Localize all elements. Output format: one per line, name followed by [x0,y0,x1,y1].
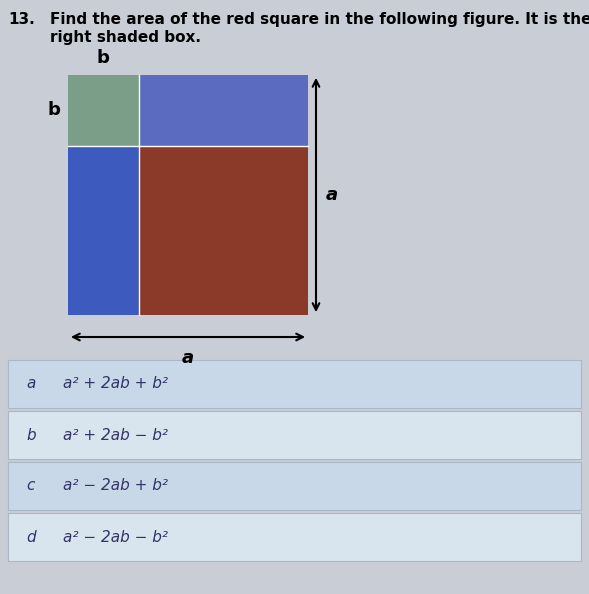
Text: a: a [326,186,338,204]
Bar [68,146,139,315]
Text: 13.: 13. [8,12,35,27]
Text: b: b [97,49,110,67]
Bar [139,75,308,146]
Text: a² − 2ab − b²: a² − 2ab − b² [63,529,168,545]
Text: a² + 2ab − b²: a² + 2ab − b² [63,428,168,443]
Text: right shaded box.: right shaded box. [50,30,201,45]
Bar [8,360,581,408]
Bar [139,146,308,315]
Text: c: c [26,479,34,494]
Bar [8,411,581,459]
Text: a² + 2ab + b²: a² + 2ab + b² [63,377,168,391]
Text: Find the area of the red square in the following figure. It is the lower: Find the area of the red square in the f… [50,12,589,27]
Text: b: b [47,102,60,119]
Text: d: d [26,529,35,545]
Bar [68,75,139,146]
Bar [8,462,581,510]
Text: a: a [26,377,35,391]
Bar [8,513,581,561]
Text: a: a [182,349,194,367]
Text: b: b [26,428,35,443]
Text: a² − 2ab + b²: a² − 2ab + b² [63,479,168,494]
